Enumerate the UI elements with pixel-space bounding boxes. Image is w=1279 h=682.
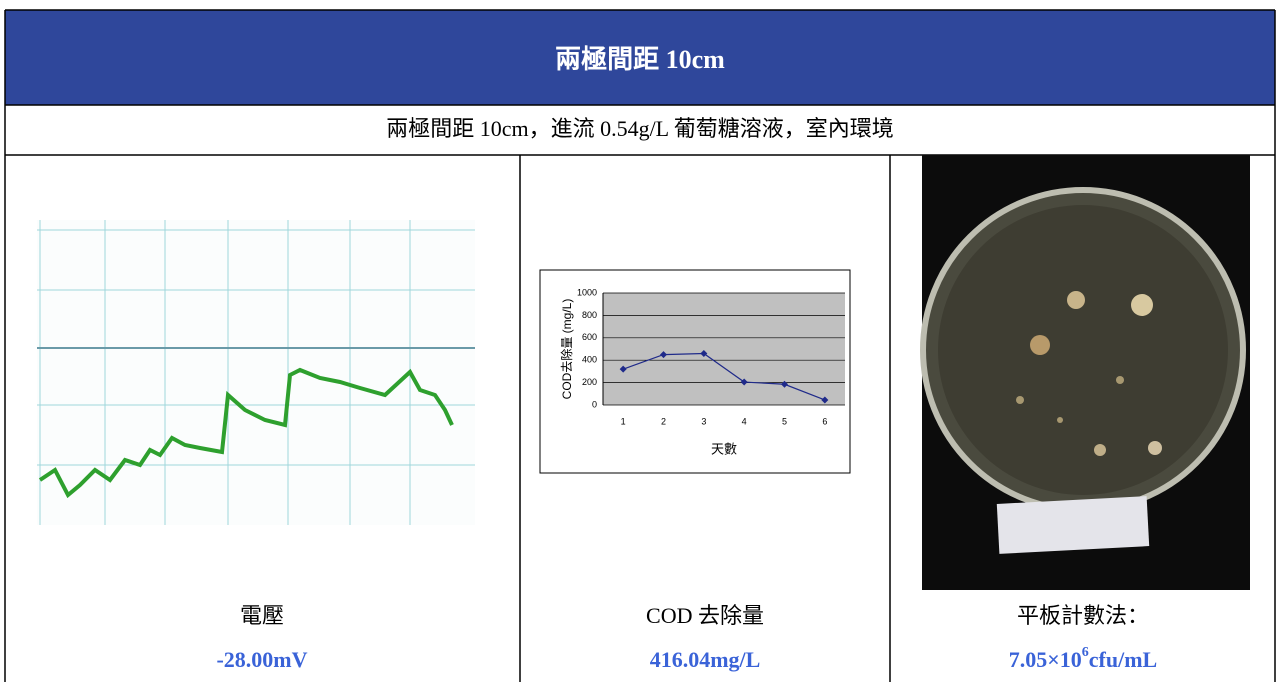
y-tick-label: 800 (582, 310, 597, 320)
value-base: 7.05×10 (1009, 647, 1082, 672)
x-tick-label: 6 (822, 416, 827, 426)
title: 兩極間距 10cm (555, 45, 725, 74)
caption: 平板計數法： (1017, 603, 1149, 628)
page: 兩極間距 10cm 兩極間距 10cm，進流 0.54g/L 葡萄糖溶液，室內環… (0, 0, 1279, 682)
value: 416.04mg/L (650, 647, 761, 672)
petri-photo (922, 155, 1250, 590)
y-tick-label: 400 (582, 355, 597, 365)
x-tick-label: 3 (701, 416, 706, 426)
value: -28.00mV (216, 647, 307, 672)
value-exponent: 6 (1082, 645, 1089, 660)
value-unit: cfu/mL (1089, 647, 1157, 672)
x-tick-label: 5 (782, 416, 787, 426)
x-tick-label: 1 (621, 416, 626, 426)
y-tick-label: 1000 (577, 287, 597, 297)
caption: 電壓 (240, 603, 284, 628)
x-axis-label: 天數 (711, 441, 737, 456)
x-tick-label: 2 (661, 416, 666, 426)
y-tick-label: 600 (582, 332, 597, 342)
caption: COD 去除量 (646, 603, 764, 628)
y-axis-label: COD去除量 (mg/L) (559, 299, 574, 400)
voltage-image (37, 220, 475, 525)
y-tick-label: 0 (592, 399, 597, 409)
x-tick-label: 4 (742, 416, 747, 426)
plot-area (603, 293, 845, 405)
document: 兩極間距 10cm 兩極間距 10cm，進流 0.54g/L 葡萄糖溶液，室內環… (0, 0, 1279, 682)
value: 7.05×106cfu/mL (1009, 645, 1158, 672)
subtitle: 兩極間距 10cm，進流 0.54g/L 葡萄糖溶液，室內環境 (386, 116, 894, 141)
y-tick-label: 200 (582, 377, 597, 387)
